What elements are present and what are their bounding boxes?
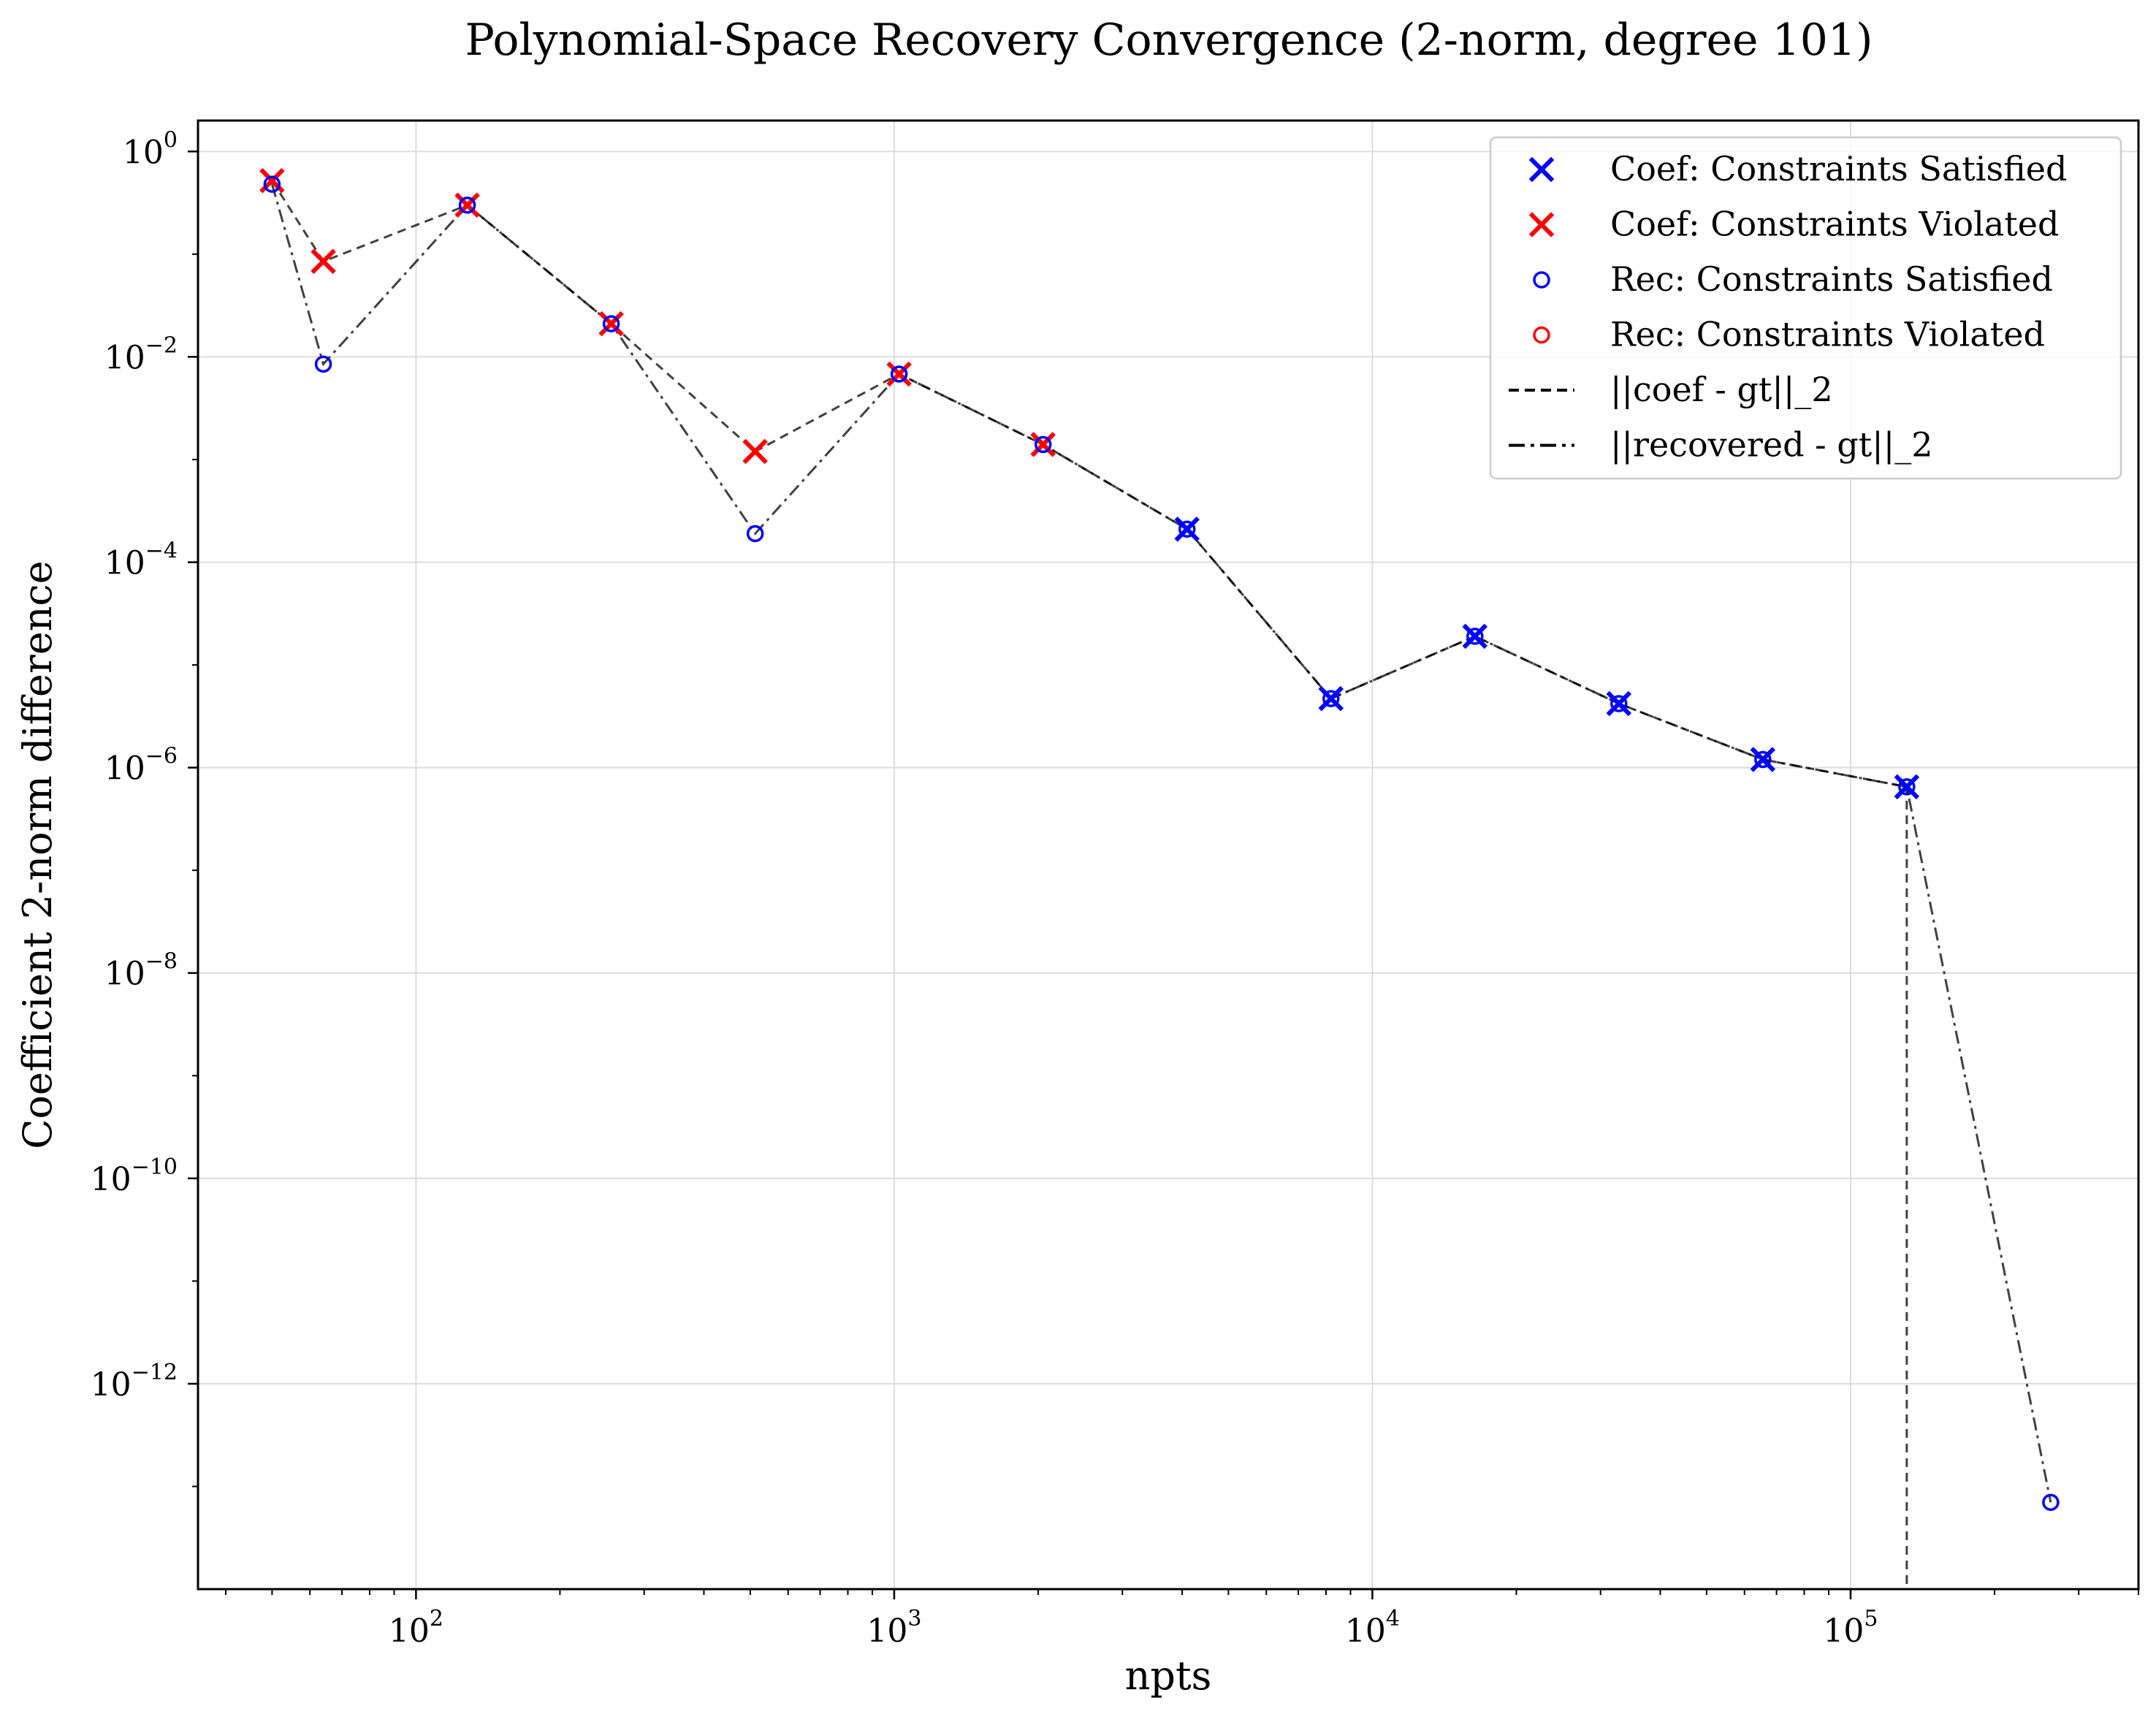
y-tick-label: 10−8 <box>104 949 178 993</box>
x-tick-exponent: 2 <box>430 1606 443 1632</box>
recovered-point <box>1322 690 1340 707</box>
x-tick-exponent: 5 <box>1864 1606 1878 1632</box>
x-tick-exponent: 3 <box>907 1606 921 1632</box>
y-tick-base: 10 <box>104 545 145 582</box>
y-tick-exponent: −10 <box>132 1154 178 1180</box>
y-tick-exponent: −6 <box>145 744 178 769</box>
recovered-point <box>602 315 620 332</box>
x-tick-base: 10 <box>866 1613 907 1650</box>
y-tick-label: 10−10 <box>91 1154 178 1198</box>
x-tick-label: 102 <box>389 1606 443 1650</box>
x-tick-base: 10 <box>1823 1613 1864 1650</box>
y-tick-base: 10 <box>91 1366 132 1404</box>
y-tick-exponent: −12 <box>132 1360 178 1385</box>
y-tick-exponent: 0 <box>164 127 178 153</box>
y-tick-label: 10−12 <box>91 1360 178 1404</box>
x-axis-label: npts <box>1125 1653 1212 1699</box>
chart-title: Polynomial-Space Recovery Convergence (2… <box>465 15 1873 66</box>
legend-item: Coef: Constraints Violated <box>1528 205 2059 244</box>
coef-point <box>598 311 624 337</box>
y-tick-base: 10 <box>91 1161 132 1198</box>
coef-point <box>1462 623 1488 650</box>
legend-label: Rec: Constraints Satisfied <box>1610 259 2053 299</box>
plot-frame <box>197 119 2140 1591</box>
y-tick-label: 10−2 <box>104 332 178 376</box>
coef-point <box>1174 516 1200 542</box>
recovered-point <box>1898 778 1916 796</box>
y-tick-base: 10 <box>104 750 145 788</box>
legend-item: ||recovered - gt||_2 <box>1509 425 1933 465</box>
axis-layer: 102 103 104 10510010−210−410−610−810−1010−1… <box>91 127 2139 1650</box>
recovered-point <box>1754 750 1772 769</box>
recovered-point <box>314 355 332 373</box>
x-tick-label: 104 <box>1345 1606 1400 1650</box>
legend-label: ||coef - gt||_2 <box>1610 370 1833 409</box>
y-tick-exponent: −2 <box>145 332 178 358</box>
y-tick-base: 10 <box>104 339 145 376</box>
y-tick-base: 10 <box>123 134 164 171</box>
y-tick-base: 10 <box>104 956 145 993</box>
recovered-point <box>1610 695 1628 712</box>
y-tick-label: 100 <box>123 127 178 171</box>
x-tick-label: 105 <box>1823 1606 1878 1650</box>
legend-label: Coef: Constraints Satisfied <box>1610 149 2067 189</box>
recovered-point <box>2042 1493 2060 1511</box>
x-tick-base: 10 <box>389 1613 430 1650</box>
recovered-point <box>263 175 281 193</box>
coef-point <box>311 248 336 275</box>
legend-item: ||coef - gt||_2 <box>1509 370 1833 409</box>
y-tick-label: 10−4 <box>104 538 178 582</box>
y-tick-exponent: −8 <box>145 949 178 975</box>
x-tick-label: 103 <box>866 1606 921 1650</box>
coef-point <box>1318 685 1344 712</box>
coef-point <box>1894 774 1920 800</box>
legend-label: Rec: Constraints Violated <box>1610 315 2045 354</box>
coef-point <box>454 192 480 218</box>
legend-label: ||recovered - gt||_2 <box>1610 425 1933 465</box>
y-axis-label: Coefficient 2-norm difference <box>15 560 61 1149</box>
recovered-point <box>458 197 476 214</box>
legend-item: Coef: Constraints Satisfied <box>1528 149 2067 189</box>
x-tick-exponent: 4 <box>1386 1606 1400 1632</box>
legend-item: Rec: Constraints Satisfied <box>1533 259 2053 299</box>
coef-point <box>1606 690 1632 717</box>
coef-point <box>742 438 768 465</box>
coef-point <box>1750 747 1776 772</box>
recovered-point <box>1034 435 1052 454</box>
recovered-point <box>1466 628 1484 645</box>
plot-area <box>259 167 2060 1589</box>
y-tick-exponent: −4 <box>145 538 178 564</box>
legend-item: Rec: Constraints Violated <box>1533 315 2045 354</box>
recovered-point <box>746 525 764 543</box>
legend-x-marker <box>1528 156 1555 183</box>
legend-circle-marker <box>1533 271 1550 289</box>
legend: Coef: Constraints Satisfied Coef: Constra… <box>1489 136 2122 480</box>
coef-point <box>886 361 912 387</box>
recovered-point <box>1178 520 1196 538</box>
legend-circle-marker <box>1533 326 1550 344</box>
y-tick-label: 10−6 <box>104 744 178 788</box>
legend-label: Coef: Constraints Violated <box>1610 205 2059 244</box>
grid-layer <box>198 121 2138 1589</box>
recovered-error-line <box>270 183 2052 1503</box>
series-layer <box>259 167 2060 1589</box>
legend-x-marker <box>1528 212 1555 237</box>
legend-frame <box>1489 136 2122 480</box>
x-tick-base: 10 <box>1345 1613 1386 1650</box>
recovered-point <box>890 365 908 383</box>
coef-point <box>1030 432 1056 457</box>
